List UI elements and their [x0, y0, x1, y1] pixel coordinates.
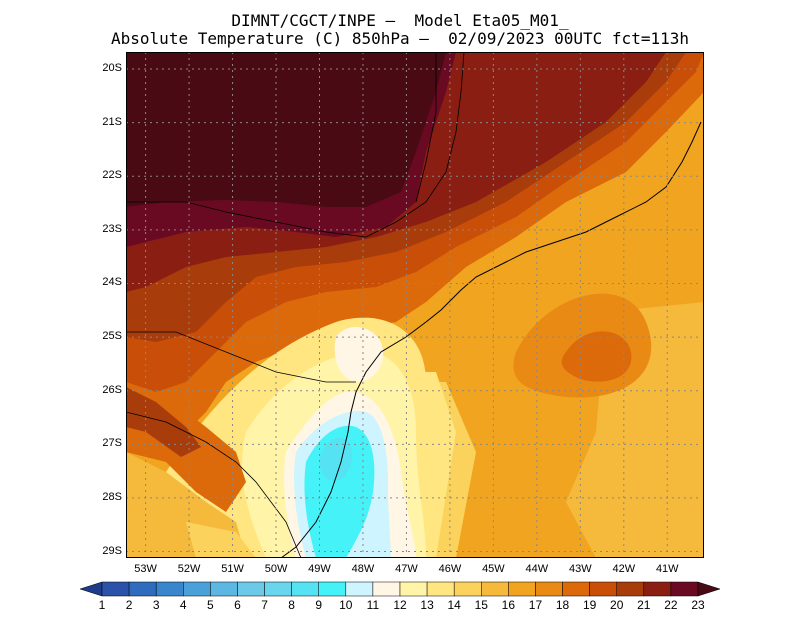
- colorbar-tick-label: 15: [474, 598, 488, 612]
- coastline: [425, 121, 702, 323]
- field-12-plume: [334, 326, 384, 382]
- lon-label: 47W: [395, 563, 418, 575]
- lon-label: 42W: [612, 563, 636, 575]
- colorbar-swatch: [643, 581, 672, 597]
- lat-label: 21S: [102, 115, 122, 128]
- lon-label: 43W: [569, 563, 592, 575]
- lon-label: 44W: [525, 563, 549, 575]
- colorbar-tick-label: 10: [339, 598, 353, 612]
- lat-label: 25S: [102, 330, 122, 343]
- colorbar-swatch: [399, 581, 428, 597]
- colorbar-swatch: [318, 581, 347, 597]
- colorbar-tick-label: 8: [288, 598, 295, 612]
- lat-label: 20S: [102, 62, 122, 74]
- field-19-offshore: [561, 331, 632, 382]
- lat-label: 24S: [102, 276, 122, 289]
- field-21-sw-edge: [126, 387, 201, 457]
- temperature-map: [126, 52, 704, 558]
- lon-label: 50W: [264, 563, 288, 575]
- colorbar-tick-label: 19: [582, 598, 597, 612]
- colorbar-swatch: [670, 581, 699, 597]
- colorbar-tick-label: 7: [261, 598, 268, 612]
- colorbar-tick-label: 1: [98, 598, 106, 612]
- field-24-interior: [126, 52, 446, 207]
- colorbar-swatch: [210, 581, 238, 597]
- coastline-south: [280, 321, 427, 558]
- colorbar-tick-label: 17: [528, 598, 543, 612]
- lon-label: 49W: [308, 563, 331, 575]
- colorbar-tick-label: 2: [125, 598, 133, 612]
- lat-label: 26S: [102, 383, 122, 396]
- lat-label: 28S: [102, 490, 122, 503]
- map-title-line2: Absolute Temperature (C) 850hPa – 02/09/…: [111, 29, 689, 48]
- colorbar-tick-label: 22: [664, 598, 678, 612]
- colorbar-tick-label: 20: [610, 598, 624, 612]
- lon-label: 48W: [351, 563, 375, 575]
- colorbar-swatch: [426, 581, 455, 597]
- field-15-southeast: [566, 302, 704, 558]
- colorbar-tick-label: 13: [420, 598, 434, 612]
- colorbar-swatch: [101, 581, 130, 597]
- colorbar-swatch: [291, 581, 319, 597]
- colorbar-swatch: [155, 581, 184, 597]
- state-borders: [126, 52, 465, 558]
- colorbar-swatch: [128, 581, 157, 597]
- colorbar-tick-label: 11: [366, 598, 380, 612]
- colorbar-tick-label: 3: [152, 598, 160, 612]
- lon-label: 41W: [655, 563, 679, 575]
- colorbar-swatch: [264, 581, 292, 597]
- colorbar-tick-label: 21: [637, 598, 651, 612]
- colorbar-tick-label: 6: [234, 598, 241, 612]
- colorbar-swatch: [372, 581, 401, 597]
- colorbar-tick-label: 18: [555, 598, 570, 612]
- colorbar-swatch: [616, 581, 645, 597]
- map-title-line1: DIMNT/CGCT/INPE – Model Eta05_M01_: [231, 11, 569, 30]
- colorbar-tick-label: 14: [447, 598, 461, 612]
- colorbar-tick-label: 12: [393, 598, 407, 612]
- lon-label: 51W: [221, 563, 244, 575]
- colorbar-swatch: [589, 581, 617, 597]
- colorbar-tick-label: 5: [207, 598, 214, 612]
- colorbar-swatch: [345, 581, 374, 597]
- lat-label: 23S: [102, 222, 122, 235]
- colorbar-right-arrow: [697, 581, 721, 597]
- colorbar-swatch: [562, 581, 590, 597]
- lat-label: 27S: [102, 437, 122, 450]
- lon-label: 52W: [177, 563, 201, 575]
- colorbar-swatch: [183, 581, 211, 597]
- colorbar-left-arrow: [79, 581, 103, 597]
- colorbar-swatch: [237, 581, 265, 597]
- lon-label: 45W: [482, 563, 505, 575]
- colorbar-tick-label: 4: [179, 598, 187, 612]
- colorbar-swatch: [508, 581, 536, 597]
- colorbar-tick-label: 16: [501, 598, 516, 612]
- colorbar-tick-label: 23: [691, 598, 705, 612]
- lat-label: 29S: [102, 544, 122, 557]
- colorbar-tick-label: 9: [315, 598, 323, 612]
- lon-label: 53W: [134, 563, 157, 575]
- colorbar-swatch: [535, 581, 563, 597]
- colorbar-swatch: [453, 581, 482, 597]
- lat-label: 22S: [102, 169, 122, 182]
- colorbar: [70, 580, 730, 612]
- lon-label: 46W: [438, 563, 462, 575]
- field-15-sw-corner: [186, 522, 256, 558]
- colorbar-swatch: [481, 581, 509, 597]
